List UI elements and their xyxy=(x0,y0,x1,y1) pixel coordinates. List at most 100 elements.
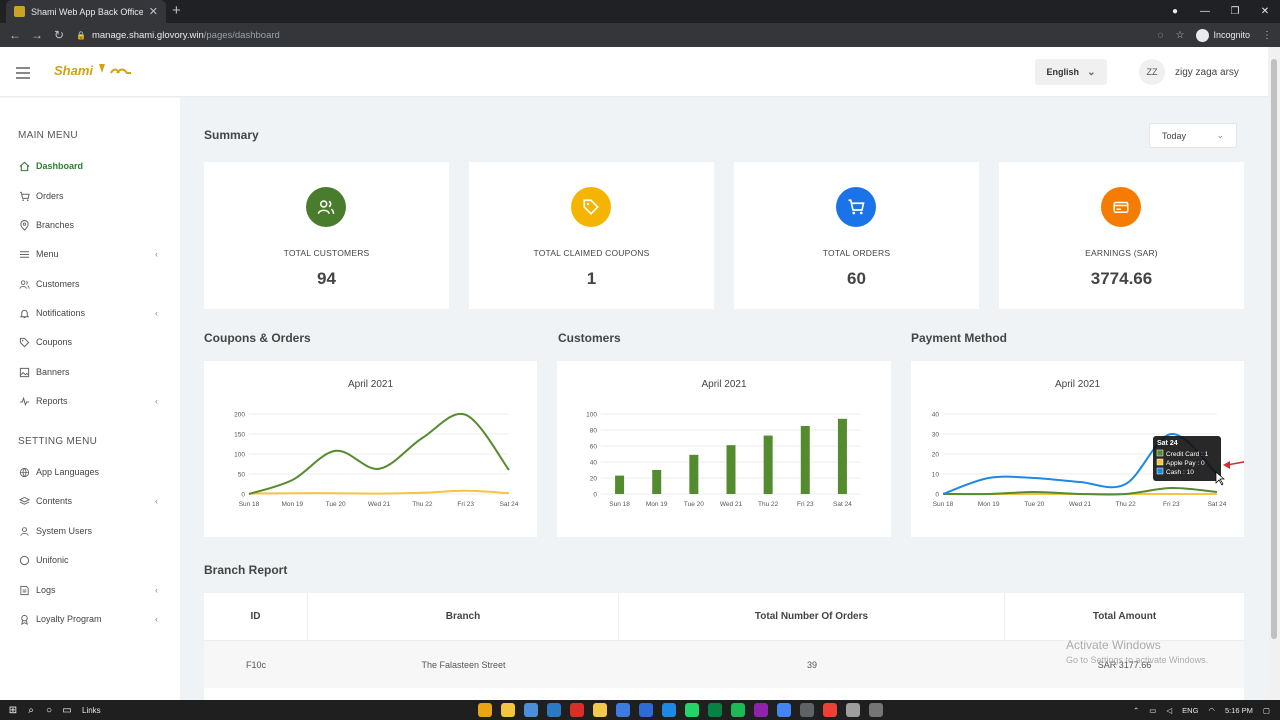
tab-close-icon[interactable]: ✕ xyxy=(148,6,158,18)
window-close-icon[interactable]: ✕ xyxy=(1260,6,1270,17)
volume-icon[interactable]: ◁ xyxy=(1166,705,1173,715)
spotify-app-icon[interactable] xyxy=(731,703,745,717)
sidebar-item-branches[interactable]: Branches xyxy=(0,215,180,235)
tray-lang[interactable]: ENG xyxy=(1182,705,1199,715)
maximize-icon[interactable]: ❐ xyxy=(1230,6,1240,17)
language-select[interactable]: English ⌄ xyxy=(1035,59,1107,85)
x-tick-label: Mon 19 xyxy=(646,501,668,508)
app-icon[interactable] xyxy=(846,703,860,717)
sidebar-item-system-users[interactable]: System Users xyxy=(0,521,180,541)
sidebar-item-label: Notifications xyxy=(36,308,86,318)
y-tick-label: 40 xyxy=(590,460,598,467)
sidebar-item-logs[interactable]: Logs ‹ xyxy=(0,580,180,600)
users-icon xyxy=(306,187,346,227)
sidebar-item-contents[interactable]: Contents ‹ xyxy=(0,491,180,511)
tray-icon[interactable]: ⌃ xyxy=(1132,705,1140,715)
whatsapp-app-icon[interactable] xyxy=(685,703,699,717)
sidebar-item-coupons[interactable]: Coupons xyxy=(0,332,180,352)
page-scrollbar[interactable] xyxy=(1268,47,1280,700)
branch-report-title: Branch Report xyxy=(204,563,288,577)
branch-report-table: ID Branch Total Number Of Orders Total A… xyxy=(204,593,1244,700)
tab-title: Shami Web App Back Office xyxy=(31,6,143,17)
cortana-icon[interactable]: ○ xyxy=(45,704,53,716)
sidebar-item-menu[interactable]: Menu ‹ xyxy=(0,244,180,264)
sidebar-item-app-languages[interactable]: App Languages xyxy=(0,462,180,482)
app-icon[interactable] xyxy=(524,703,538,717)
y-tick-label: 20 xyxy=(932,452,940,459)
layers-icon xyxy=(18,495,30,507)
forward-icon[interactable]: → xyxy=(31,28,43,42)
app-icon[interactable] xyxy=(616,703,630,717)
app-icon[interactable] xyxy=(869,703,883,717)
profile-dot-icon[interactable]: ● xyxy=(1171,6,1179,17)
taskbar: ⊞ ⌕ ○ ▭ Links ⌃ ▭ ◁ ENG ◠ 5:16 PM ▢ xyxy=(0,700,1280,720)
column-header-orders[interactable]: Total Number Of Orders xyxy=(619,593,1005,640)
payment-method-svg[interactable]: 0 10 20 30 40 Sun 18 Mon 19 Tue 20 Wed 21 Thu 22 F… xyxy=(911,361,1244,537)
tooltip-swatch xyxy=(1156,467,1164,475)
payment-method-chart: April 2021 0 10 20 30 40 Sun 18 Mon 19 Tue 20 We… xyxy=(911,361,1244,537)
sidebar-item-unifonic[interactable]: Unifonic xyxy=(0,550,180,570)
app-icon[interactable] xyxy=(777,703,791,717)
chevron-left-icon: ‹ xyxy=(155,614,158,624)
search-icon[interactable]: ⌕ xyxy=(28,704,34,716)
scroll-thumb[interactable] xyxy=(1271,59,1277,639)
stat-label: TOTAL CUSTOMERS xyxy=(283,248,370,258)
url-path: /pages/dashboard xyxy=(203,29,280,41)
column-header-id[interactable]: ID xyxy=(204,593,308,640)
app-icon[interactable] xyxy=(593,703,607,717)
log-icon xyxy=(18,584,30,596)
sidebar-item-notifications[interactable]: Notifications ‹ xyxy=(0,303,180,323)
cell-amount: SAR 3177.66 xyxy=(1097,659,1152,670)
minimize-icon[interactable]: — xyxy=(1200,6,1210,17)
user-menu[interactable]: ZZ zigy zaga arsy xyxy=(1139,59,1239,85)
sidebar-item-loyalty-program[interactable]: Loyalty Program ‹ xyxy=(0,609,180,629)
task-view-icon[interactable]: ▭ xyxy=(62,704,72,716)
wifi-icon[interactable]: ◠ xyxy=(1208,705,1215,715)
x-tick-label: Fri 23 xyxy=(797,501,814,508)
battery-icon[interactable]: ▭ xyxy=(1149,705,1157,715)
browser-tab-strip: Shami Web App Back Office ✕ + ● — ❐ ✕ xyxy=(0,0,1280,23)
chart-title: April 2021 xyxy=(347,379,394,390)
app-icon[interactable] xyxy=(800,703,814,717)
column-header-branch[interactable]: Branch xyxy=(308,593,619,640)
sidebar-item-reports[interactable]: Reports ‹ xyxy=(0,391,180,411)
incognito-badge[interactable]: Incognito xyxy=(1196,28,1250,42)
app-icon[interactable] xyxy=(570,703,584,717)
cell-id: F10c xyxy=(245,659,266,670)
reload-icon[interactable]: ↻ xyxy=(53,28,65,42)
column-header-amount[interactable]: Total Amount xyxy=(1092,611,1157,622)
links-toolbar[interactable]: Links xyxy=(82,705,101,715)
url-field[interactable]: 🔒 manage.shami.glovory.win/pages/dashboa… xyxy=(76,30,280,41)
sidebar-item-dashboard[interactable]: Dashboard xyxy=(0,156,180,176)
hamburger-icon[interactable] xyxy=(16,67,30,82)
app-icon[interactable] xyxy=(662,703,676,717)
browser-tab[interactable]: Shami Web App Back Office ✕ xyxy=(6,0,166,23)
star-icon[interactable]: ☆ xyxy=(1175,29,1185,41)
x-tick-label: Tue 20 xyxy=(326,501,346,508)
image-icon xyxy=(18,366,30,378)
logo[interactable]: Shami xyxy=(54,60,135,80)
explorer-app-icon[interactable] xyxy=(501,703,515,717)
table-row[interactable]: F10c The Falasteen Street 39 SAR 3177.66 xyxy=(204,641,1244,688)
app-icon[interactable] xyxy=(708,703,722,717)
x-tick-label: Wed 21 xyxy=(368,501,391,508)
app-icon[interactable] xyxy=(823,703,837,717)
notification-icon[interactable]: ▢ xyxy=(1262,705,1270,715)
chrome-app-icon[interactable] xyxy=(478,703,492,717)
sidebar-item-customers[interactable]: Customers xyxy=(0,274,180,294)
eye-off-icon[interactable]: ◌ xyxy=(1157,29,1164,41)
customers-chart-title: Customers xyxy=(558,331,621,345)
windows-start-icon[interactable]: ⊞ xyxy=(8,704,18,716)
sidebar-item-banners[interactable]: Banners xyxy=(0,362,180,382)
new-tab-icon[interactable]: + xyxy=(172,2,181,19)
back-icon[interactable]: ← xyxy=(9,28,21,42)
sidebar-item-orders[interactable]: Orders xyxy=(0,186,180,206)
app-icon[interactable] xyxy=(547,703,561,717)
x-tick-label: Sun 18 xyxy=(933,501,954,508)
period-select[interactable]: Today ⌄ xyxy=(1149,123,1237,148)
user-icon xyxy=(18,525,30,537)
clock[interactable]: 5:16 PM xyxy=(1224,705,1253,715)
app-icon[interactable] xyxy=(639,703,653,717)
app-icon[interactable] xyxy=(754,703,768,717)
more-icon[interactable]: ⋮ xyxy=(1262,29,1272,41)
